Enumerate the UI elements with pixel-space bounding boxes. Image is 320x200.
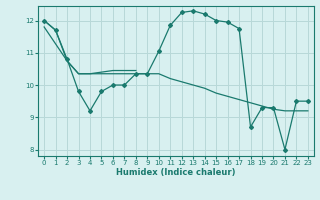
X-axis label: Humidex (Indice chaleur): Humidex (Indice chaleur) <box>116 168 236 177</box>
